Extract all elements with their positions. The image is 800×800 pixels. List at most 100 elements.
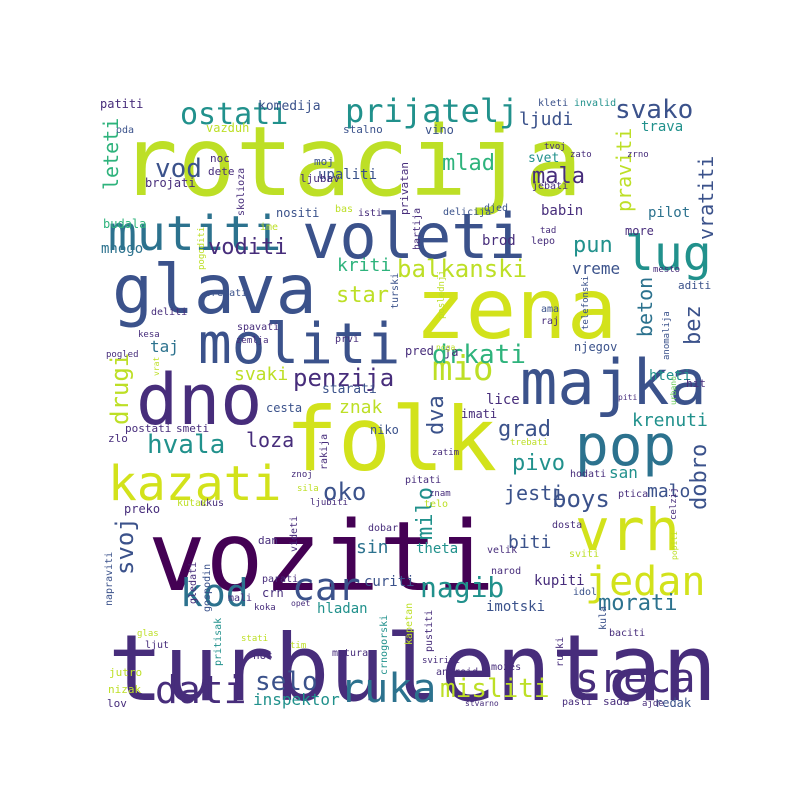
- cloud-word: tad: [540, 226, 556, 236]
- cloud-word: opet: [291, 599, 310, 608]
- cloud-word: pitati: [405, 475, 441, 486]
- cloud-word: piti: [618, 393, 637, 402]
- cloud-word: nositi: [276, 206, 319, 220]
- cloud-word: ljut: [145, 640, 169, 651]
- cloud-word: kutak: [177, 498, 207, 509]
- cloud-word: krenuti: [632, 410, 708, 431]
- cloud-word: pivo: [512, 451, 565, 476]
- cloud-word: budala: [103, 217, 146, 231]
- cloud-word: glas: [137, 629, 159, 639]
- cloud-word: star: [336, 283, 389, 308]
- cloud-word: mali: [228, 593, 252, 604]
- cloud-word: ime: [260, 222, 278, 233]
- cloud-word: kleti: [538, 98, 568, 109]
- cloud-word: imati: [461, 407, 497, 421]
- cloud-word: mozes: [491, 662, 521, 673]
- cloud-word: dva: [424, 395, 449, 435]
- cloud-word: sada: [603, 695, 630, 708]
- cloud-word: bez: [681, 305, 706, 345]
- cloud-word: jesti: [504, 481, 564, 505]
- cloud-word: ruka: [340, 666, 436, 712]
- cloud-word: aditi: [678, 279, 711, 292]
- cloud-word: jutro: [109, 666, 142, 679]
- cloud-word: pogoditi: [197, 227, 207, 270]
- cloud-word: vrh: [575, 496, 680, 564]
- cloud-word: stalno: [343, 123, 383, 136]
- cloud-word: bas: [335, 204, 353, 215]
- cloud-word: sin: [356, 537, 389, 558]
- cloud-word: more: [625, 224, 654, 238]
- cloud-word: lov: [107, 697, 127, 710]
- cloud-word: njegov: [574, 340, 617, 354]
- cloud-word: urbano: [669, 376, 678, 405]
- cloud-word: hladan: [317, 601, 368, 617]
- cloud-word: znoj: [291, 470, 313, 480]
- cloud-word: mlad: [442, 151, 495, 176]
- cloud-word: starati: [322, 382, 377, 397]
- cloud-word: jedan: [585, 559, 705, 605]
- cloud-word: sreca: [575, 656, 695, 702]
- cloud-word: vazduh: [206, 121, 249, 135]
- cloud-word: mio: [432, 349, 493, 389]
- cloud-word: turski: [390, 273, 401, 309]
- cloud-word: babin: [541, 203, 583, 219]
- cloud-word: hteti: [649, 368, 691, 384]
- cloud-word: svaki: [234, 364, 288, 385]
- cloud-word: videti: [289, 516, 300, 552]
- cloud-word: invalid: [574, 98, 616, 109]
- cloud-word: misliti: [440, 674, 550, 704]
- cloud-word: crn: [262, 586, 284, 600]
- cloud-word: jebati: [532, 181, 568, 192]
- cloud-word: imotski: [486, 599, 545, 615]
- cloud-word: zlo: [108, 432, 128, 445]
- cloud-word: ukus: [200, 498, 224, 509]
- cloud-word: ljudi: [519, 109, 573, 130]
- cloud-word: nagib: [420, 571, 504, 604]
- cloud-word: voleti: [302, 200, 526, 273]
- cloud-word: skolioza: [236, 168, 247, 216]
- cloud-word: loza: [246, 428, 294, 452]
- cloud-word: vratiti: [694, 156, 718, 240]
- cloud-word: postati: [125, 422, 171, 435]
- cloud-word: dati: [155, 668, 247, 712]
- cloud-word: patiti: [100, 97, 143, 111]
- cloud-word: voditi: [208, 235, 287, 260]
- cloud-word: boys: [552, 485, 610, 513]
- cloud-word: morati: [598, 591, 677, 616]
- cloud-word: oda: [116, 125, 134, 136]
- cloud-word: tvoj: [544, 142, 566, 152]
- cloud-word: prvi: [335, 334, 359, 345]
- cloud-word: milo: [413, 487, 438, 540]
- cloud-word: kupiti: [534, 573, 585, 589]
- cloud-word: celzij: [669, 487, 679, 520]
- cloud-word: sviriti: [422, 656, 460, 666]
- cloud-word: taj: [150, 337, 179, 356]
- cloud-word: inspektor: [253, 690, 340, 709]
- cloud-word: hit: [686, 377, 706, 390]
- cloud-word: pasti: [562, 697, 592, 708]
- cloud-word: vreme: [572, 259, 620, 278]
- cloud-word: ruski: [555, 637, 566, 667]
- cloud-word: pogled: [106, 350, 139, 360]
- cloud-word: pritisak: [213, 618, 224, 666]
- cloud-word: moliti: [198, 312, 400, 377]
- cloud-word: folk: [285, 388, 497, 491]
- cloud-word: rotacija: [120, 106, 582, 218]
- cloud-word: selo: [255, 667, 318, 697]
- cloud-word: dobar: [368, 523, 398, 534]
- cloud-word: car: [292, 565, 361, 609]
- cloud-word: ja: [444, 345, 458, 359]
- cloud-word: popiti: [670, 531, 679, 560]
- cloud-word: prijatelj: [345, 92, 518, 130]
- cloud-word: vod: [155, 154, 202, 184]
- cloud-word: lice: [486, 392, 520, 408]
- cloud-word: kapetan: [404, 603, 415, 645]
- cloud-word: sila: [297, 484, 319, 494]
- cloud-word: deliti: [151, 307, 187, 318]
- cloud-word: pop: [575, 414, 676, 479]
- cloud-word: mnogo: [101, 241, 143, 257]
- cloud-word: svako: [615, 95, 693, 125]
- cloud-word: praviti: [612, 128, 636, 212]
- cloud-word: vrat: [152, 357, 161, 376]
